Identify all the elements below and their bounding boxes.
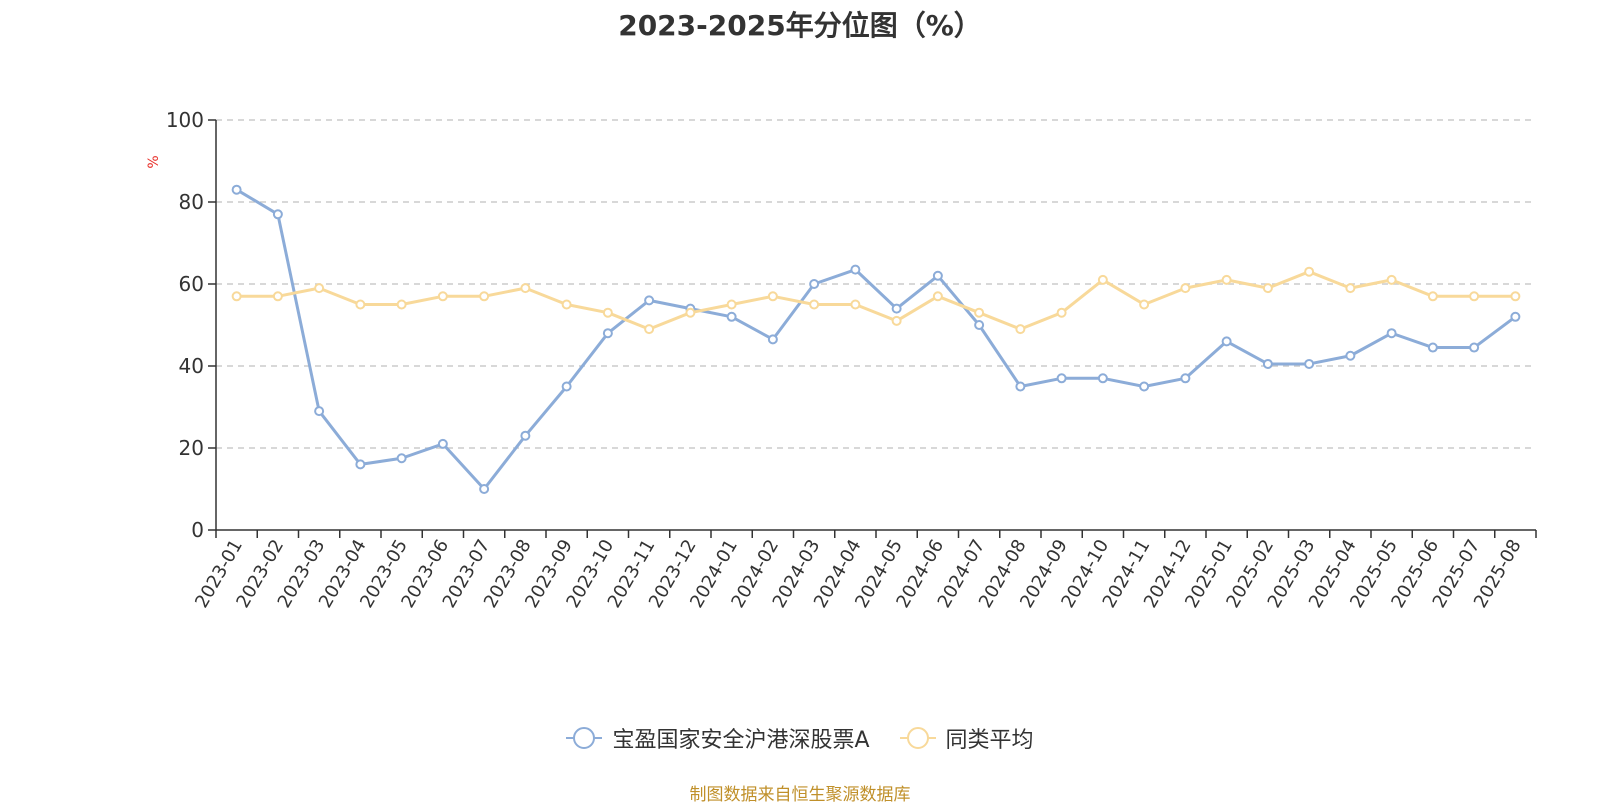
series-1-point: [1015, 381, 1026, 392]
series-1-point: [1262, 358, 1273, 369]
series-2-point: [437, 291, 448, 302]
series-1-line: [235, 188, 1517, 491]
series-2-point: [767, 291, 778, 302]
series-2-point: [974, 307, 985, 318]
series-2-point: [355, 299, 366, 310]
y-axis-unit-label: %: [146, 155, 162, 168]
y-tick-label: 100: [166, 108, 204, 132]
series-2-point: [561, 299, 572, 310]
series-2-point: [520, 283, 531, 294]
y-tick-label: 20: [179, 436, 204, 460]
series-1-point: [644, 295, 655, 306]
series-2-point: [1139, 299, 1150, 310]
series-1-point: [974, 320, 985, 330]
series-1-point: [1345, 350, 1356, 361]
series-1-point: [891, 303, 902, 314]
series-lines: [231, 184, 1521, 494]
series-2-point: [932, 291, 943, 302]
legend-item-series-2[interactable]: 同类平均: [899, 722, 1034, 754]
series-2-point: [726, 299, 737, 310]
legend-item-series-1[interactable]: 宝盈国家安全沪港深股票A: [566, 722, 870, 754]
series-2-point: [644, 324, 655, 335]
series-1-point: [437, 438, 448, 449]
series-2-point: [685, 307, 696, 318]
y-tick-label: 80: [179, 190, 204, 214]
series-1-point: [1056, 373, 1067, 384]
series-1-point: [1304, 358, 1315, 369]
series-1-point: [520, 430, 531, 441]
series-1-point: [1221, 336, 1232, 347]
series-2-point: [314, 283, 325, 294]
chart-title: 2023-2025年分位图（%）: [618, 9, 982, 42]
series-2-point: [1469, 291, 1480, 302]
series-2-point: [231, 291, 242, 302]
series-2-point: [602, 307, 613, 318]
series-1-point: [767, 334, 778, 345]
series-1-point: [1180, 373, 1191, 384]
series-1-point: [1469, 342, 1480, 353]
series-2-point: [1510, 291, 1521, 302]
source-note: 制图数据来自恒生聚源数据库: [689, 785, 911, 805]
legend-series-1-marker-icon: [566, 727, 603, 749]
series-1-point: [1139, 381, 1150, 392]
series-2-point: [850, 299, 861, 310]
series-1-point: [932, 270, 943, 281]
legend-series-2-marker-icon: [899, 727, 936, 749]
series-2-point: [272, 291, 283, 302]
series-2-point: [891, 315, 902, 326]
series-1-point: [1510, 311, 1521, 322]
series-2-point: [1015, 324, 1026, 335]
y-tick-label: 0: [191, 518, 204, 542]
series-1-point: [726, 311, 737, 322]
series-1-point: [809, 279, 820, 289]
series-1-point: [1386, 328, 1397, 339]
legend-series-1-label: 宝盈国家安全沪港深股票A: [612, 728, 870, 753]
series-2-point: [1304, 266, 1315, 277]
series-1-point: [850, 264, 861, 275]
series-1-point: [479, 484, 490, 494]
series-2-point: [1386, 274, 1397, 285]
series-2-point: [1345, 283, 1356, 294]
series-1-point: [355, 459, 366, 470]
series-1-point: [602, 328, 613, 339]
series-1-point: [1097, 373, 1108, 384]
series-1-point: [314, 406, 325, 417]
series-2-point: [1262, 283, 1273, 294]
legend-series-2-label: 同类平均: [945, 728, 1034, 753]
series-1-point: [561, 381, 572, 392]
y-tick-label: 60: [179, 272, 204, 296]
grid-lines: [216, 119, 1536, 449]
series-2-point: [1056, 307, 1067, 318]
series-2-point: [479, 291, 490, 302]
y-tick-label: 40: [179, 354, 204, 378]
series-2-point: [1180, 283, 1191, 294]
series-2-point: [396, 299, 407, 310]
series-2-point: [1221, 274, 1232, 285]
series-2-point: [809, 299, 820, 310]
series-2-point: [1097, 274, 1108, 285]
series-1-point: [396, 453, 407, 464]
series-1-point: [272, 209, 283, 220]
series-1-point: [231, 184, 242, 195]
series-1-point: [1427, 342, 1438, 353]
legend: 宝盈国家安全沪港深股票A 同类平均: [0, 722, 1600, 754]
series-2-point: [1427, 291, 1438, 302]
series-2-line: [236, 270, 1516, 331]
